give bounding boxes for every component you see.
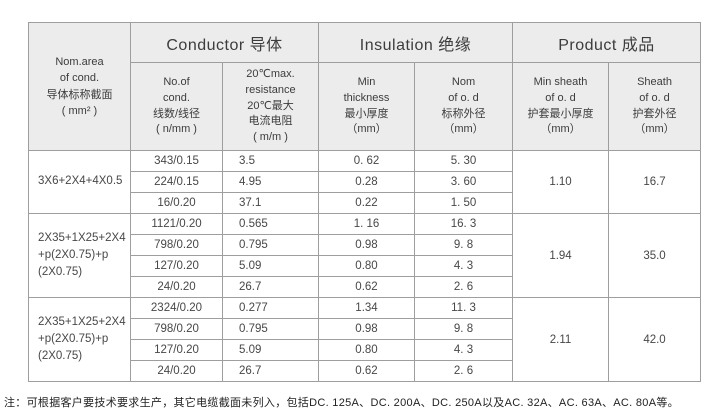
cell-cond-count: 1121/0.20: [130, 213, 223, 235]
header-nom-od: Nom of o. d 标称外径 （mm）: [413, 62, 514, 151]
cell-cond-count: 798/0.20: [130, 318, 223, 340]
cell-cond-count: 224/0.15: [130, 171, 223, 193]
table-row: 798/0.20 0.795 0.98 9. 8: [29, 318, 701, 340]
cell-min-thickness: 1.34: [318, 297, 415, 319]
cell-cond-count: 16/0.20: [130, 192, 223, 214]
cell-nom-od: 9. 8: [413, 234, 514, 256]
header-min-sheath: Min sheath of o. d 护套最小厚度 （mm）: [512, 62, 610, 151]
header-group-insulation: Insulation 绝缘: [317, 22, 514, 63]
cell-min-thickness: 0.80: [318, 339, 415, 361]
cell-resistance: 5.09: [222, 339, 319, 361]
cell-nom-od: 1. 50: [413, 192, 514, 214]
cell-group-label: 2X35+1X25+2X4 +p(2X0.75)+p (2X0.75): [28, 213, 131, 298]
cell-min-thickness: 0.98: [318, 234, 415, 256]
header-resistance: 20℃max. resistance 20℃最大 电流电阻 ( m/m ): [222, 62, 319, 151]
table-row: 2X35+1X25+2X4 +p(2X0.75)+p (2X0.75) 2324…: [28, 297, 702, 382]
cell-min-thickness: 0.62: [318, 276, 415, 298]
header-group-conductor: Conductor 导体: [130, 22, 319, 63]
table-row: 224/0.15 4.95 0.28 3. 60: [29, 171, 701, 193]
cell-min-thickness: 0.28: [318, 171, 415, 193]
header-sheath-od: Sheath of o. d 护套外径 （mm）: [608, 62, 702, 151]
cell-resistance: 0.565: [222, 213, 319, 235]
cell-cond-count: 127/0.20: [130, 339, 223, 361]
cell-min-thickness: 0.98: [318, 318, 415, 340]
cell-nom-od: 4. 3: [413, 255, 514, 277]
cell-sheath-od: 16.7: [608, 150, 702, 214]
cell-min-thickness: 0. 62: [318, 150, 415, 172]
cell-min-thickness: 0.80: [318, 255, 415, 277]
cell-sheath-min: 2.11: [512, 297, 610, 382]
table-row: 798/0.20 0.795 0.98 9. 8: [29, 234, 701, 256]
cell-min-thickness: 0.22: [318, 192, 415, 214]
cell-cond-count: 798/0.20: [130, 234, 223, 256]
cell-resistance: 0.795: [222, 318, 319, 340]
cell-min-thickness: 1. 16: [318, 213, 415, 235]
cell-nom-od: 2. 6: [413, 276, 514, 298]
cell-nom-od: 5. 30: [413, 150, 514, 172]
header-nom-area: Nom.area of cond. 导体标称截面 ( mm² ): [28, 22, 131, 151]
cell-resistance: 3.5: [222, 150, 319, 172]
cell-resistance: 26.7: [222, 276, 319, 298]
cell-resistance: 5.09: [222, 255, 319, 277]
table-row: 24/0.20 26.7 0.62 2. 6: [29, 276, 701, 298]
footnote: 注：可根据客户要技术要求生产，其它电缆截面未列入，包括DC. 125A、DC. …: [4, 397, 679, 409]
cell-cond-count: 343/0.15: [130, 150, 223, 172]
header-no-of-cond: No.of cond. 线数/线径 ( n/mm ): [130, 62, 223, 151]
table-row: 3X6+2X4+4X0.5 343/0.15 3.5 0. 62 5. 30 1…: [28, 150, 702, 214]
cell-cond-count: 2324/0.20: [130, 297, 223, 319]
cell-nom-od: 9. 8: [413, 318, 514, 340]
cell-nom-od: 11. 3: [413, 297, 514, 319]
cell-nom-od: 3. 60: [413, 171, 514, 193]
cell-cond-count: 127/0.20: [130, 255, 223, 277]
cell-resistance: 4.95: [222, 171, 319, 193]
table-row: 16/0.20 37.1 0.22 1. 50: [29, 192, 701, 214]
header-min-thickness: Min thickness 最小厚度 （mm）: [318, 62, 415, 151]
header-group-product: Product 成品: [512, 22, 702, 63]
cell-sheath-od: 35.0: [608, 213, 702, 298]
cell-nom-od: 16. 3: [413, 213, 514, 235]
cell-resistance: 0.795: [222, 234, 319, 256]
cell-cond-count: 24/0.20: [130, 360, 223, 382]
cell-min-thickness: 0.62: [318, 360, 415, 382]
cell-group-label: 2X35+1X25+2X4 +p(2X0.75)+p (2X0.75): [28, 297, 131, 382]
table-row: 2X35+1X25+2X4 +p(2X0.75)+p (2X0.75) 1121…: [28, 213, 702, 298]
cell-nom-od: 4. 3: [413, 339, 514, 361]
header-group-row: Nom.area of cond. 导体标称截面 ( mm² ) Conduct…: [28, 22, 702, 151]
cell-sheath-min: 1.10: [512, 150, 610, 214]
cell-nom-od: 2. 6: [413, 360, 514, 382]
cell-cond-count: 24/0.20: [130, 276, 223, 298]
header-sub-row: No.of cond. 线数/线径 ( n/mm ) 20℃max. resis…: [29, 62, 702, 151]
cell-resistance: 0.277: [222, 297, 319, 319]
cell-resistance: 37.1: [222, 192, 319, 214]
cell-resistance: 26.7: [222, 360, 319, 382]
cell-group-label: 3X6+2X4+4X0.5: [28, 150, 131, 214]
cable-spec-table: Nom.area of cond. 导体标称截面 ( mm² ) Conduct…: [28, 22, 702, 382]
table-row: 24/0.20 26.7 0.62 2. 6: [29, 360, 701, 382]
cell-sheath-min: 1.94: [512, 213, 610, 298]
cell-sheath-od: 42.0: [608, 297, 702, 382]
